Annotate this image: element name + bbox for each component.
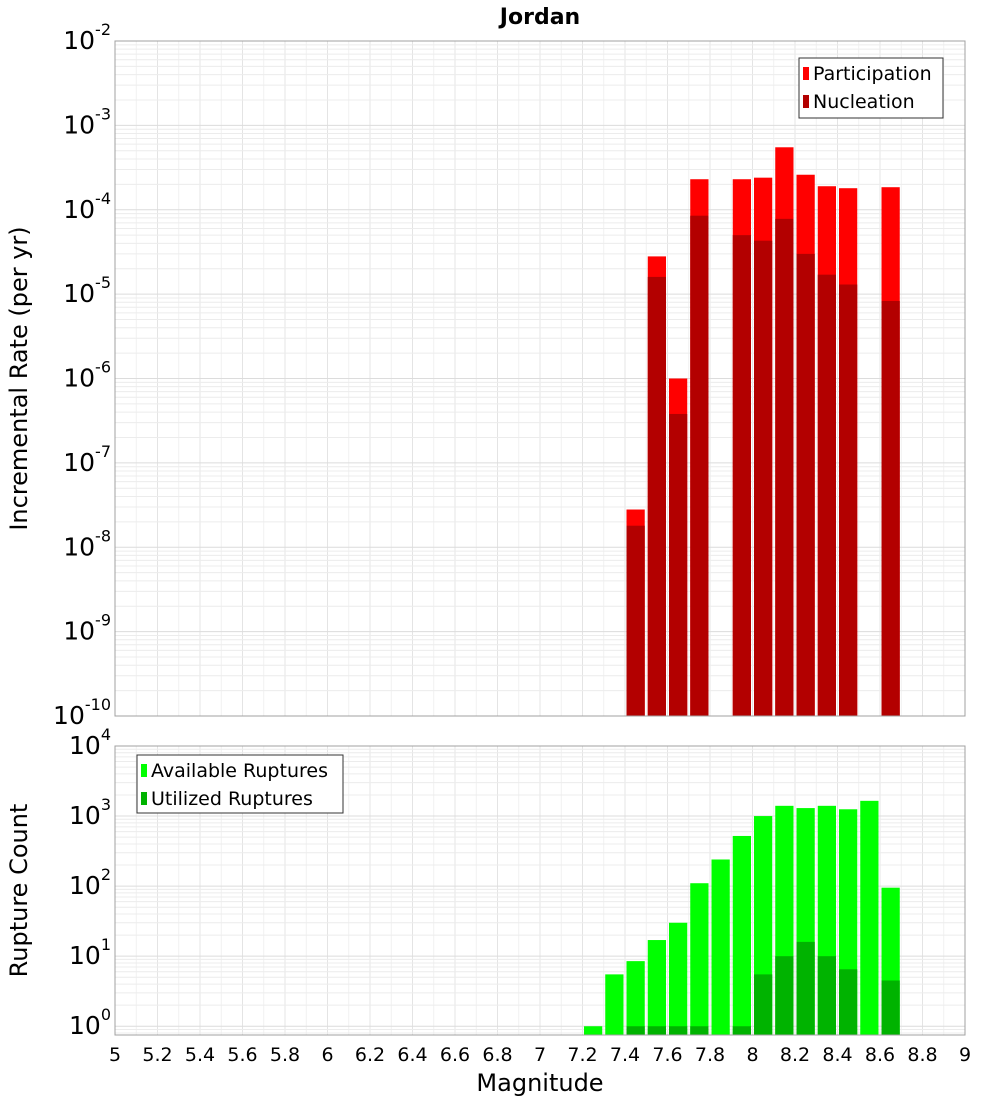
y-tick-label: 101 — [69, 935, 111, 970]
x-tick-label: 8.2 — [780, 1044, 810, 1066]
y-tick-label: 10-6 — [63, 358, 111, 393]
x-tick-label: 5 — [109, 1044, 121, 1066]
bar-utilized-ruptures — [839, 969, 858, 1035]
bar-utilized-ruptures — [626, 1026, 645, 1035]
chart-title: Jordan — [498, 5, 580, 30]
bar-nucleation — [775, 218, 794, 716]
bar-available-ruptures — [605, 974, 624, 1035]
x-tick-label: 7.4 — [610, 1044, 640, 1066]
bar-utilized-ruptures — [817, 956, 836, 1035]
legend-label: Participation — [813, 63, 932, 85]
x-tick-label: 7 — [534, 1044, 546, 1066]
x-tick-label: 8.8 — [907, 1044, 937, 1066]
y-tick-label: 10-4 — [63, 189, 111, 224]
bar-utilized-ruptures — [881, 980, 900, 1035]
y-tick-label: 102 — [69, 865, 111, 900]
x-tick-labels: 5 5.2 5.4 5.6 5.8 6 6.2 6.4 6.6 6.8 7 7.2 7.4 7.6 7.8 8… — [109, 1044, 971, 1066]
x-tick-label: 6.2 — [355, 1044, 385, 1066]
bar-nucleation — [647, 276, 666, 716]
x-tick-label: 6.4 — [397, 1044, 427, 1066]
y-tick-label: 103 — [69, 795, 111, 830]
x-tick-label: 7.2 — [567, 1044, 597, 1066]
x-tick-label: 7.6 — [652, 1044, 682, 1066]
bar-available-ruptures — [669, 922, 688, 1035]
bar-nucleation — [690, 215, 709, 717]
bar-available-ruptures — [711, 859, 730, 1035]
x-tick-label: 5.4 — [185, 1044, 215, 1066]
plot-border — [114, 40, 966, 717]
x-tick-label: 7.8 — [695, 1044, 725, 1066]
y-tick-label: 10-8 — [63, 526, 111, 561]
grid-lines — [114, 40, 966, 717]
y-tick-label: 10-2 — [63, 20, 111, 55]
chart-panel-1: 10-10 10-9 10-8 10-7 10-6 10-5 10-4 10-3 10-2 Inc… — [5, 5, 966, 730]
y-tick-label: 10-9 — [63, 611, 111, 646]
x-tick-label: 8.4 — [822, 1044, 852, 1066]
bar-available-ruptures — [690, 883, 709, 1035]
bar-nucleation — [796, 253, 815, 716]
bar-utilized-ruptures — [796, 941, 815, 1035]
x-tick-label: 6.6 — [440, 1044, 470, 1066]
legend-label: Utilized Ruptures — [151, 788, 313, 810]
plot-border — [114, 745, 966, 1036]
legend-swatch — [803, 95, 809, 108]
chart-panel-2: 100 101 102 103 104 Rupture Count 5 5.2 5.4 5.6 5.… — [5, 725, 971, 1097]
bar-utilized-ruptures — [732, 1026, 751, 1035]
bar-available-ruptures — [647, 940, 666, 1035]
y-tick-label: 104 — [69, 725, 111, 760]
x-tick-label: 5.6 — [227, 1044, 257, 1066]
legend-label: Nucleation — [813, 91, 915, 113]
y-tick-labels: 10-10 10-9 10-8 10-7 10-6 10-5 10-4 10-3 10-2 — [53, 20, 111, 730]
y-tick-label: 10-3 — [63, 104, 111, 139]
x-tick-label: 8 — [746, 1044, 758, 1066]
y-tick-label: 10-5 — [63, 273, 111, 308]
bar-nucleation — [626, 525, 645, 716]
x-tick-label: 5.8 — [270, 1044, 300, 1066]
bar-available-ruptures — [626, 961, 645, 1035]
bar-nucleation — [881, 300, 900, 716]
series-utilized-ruptures — [626, 941, 900, 1035]
bar-nucleation — [817, 274, 836, 716]
x-tick-label: 8.6 — [865, 1044, 895, 1066]
legend-box — [798, 57, 944, 119]
legend-swatch — [141, 792, 147, 805]
y-tick-label: 10-7 — [63, 442, 111, 477]
bar-utilized-ruptures — [754, 974, 773, 1035]
bar-utilized-ruptures — [647, 1026, 666, 1035]
x-tick-label: 6.8 — [482, 1044, 512, 1066]
bar-utilized-ruptures — [690, 1026, 709, 1035]
bar-available-ruptures — [584, 1026, 603, 1035]
legend-label: Available Ruptures — [151, 760, 328, 782]
y-tick-labels: 100 101 102 103 104 — [69, 725, 111, 1040]
y-tick-label: 100 — [69, 1005, 111, 1040]
x-tick-label: 9 — [959, 1044, 971, 1066]
bar-utilized-ruptures — [669, 1026, 688, 1035]
legend-swatch — [803, 67, 809, 80]
x-tick-label: 6 — [321, 1044, 333, 1066]
legend: Participation Nucleation — [798, 57, 944, 119]
bar-nucleation — [839, 284, 858, 716]
x-tick-label: 5.2 — [142, 1044, 172, 1066]
y-axis-label: Incremental Rate (per yr) — [5, 226, 33, 530]
bar-nucleation — [754, 240, 773, 717]
bar-nucleation — [669, 413, 688, 716]
bar-utilized-ruptures — [775, 956, 794, 1035]
y-tick-label: 10-10 — [53, 695, 111, 730]
x-axis-label: Magnitude — [476, 1069, 603, 1097]
legend: Available Ruptures Utilized Ruptures — [136, 754, 344, 814]
bar-available-ruptures — [860, 800, 879, 1035]
bar-nucleation — [732, 235, 751, 716]
legend-swatch — [141, 764, 147, 777]
legend-box — [136, 754, 344, 814]
bar-available-ruptures — [732, 835, 751, 1035]
y-axis-label: Rupture Count — [5, 804, 33, 978]
series-nucleation — [626, 215, 900, 717]
